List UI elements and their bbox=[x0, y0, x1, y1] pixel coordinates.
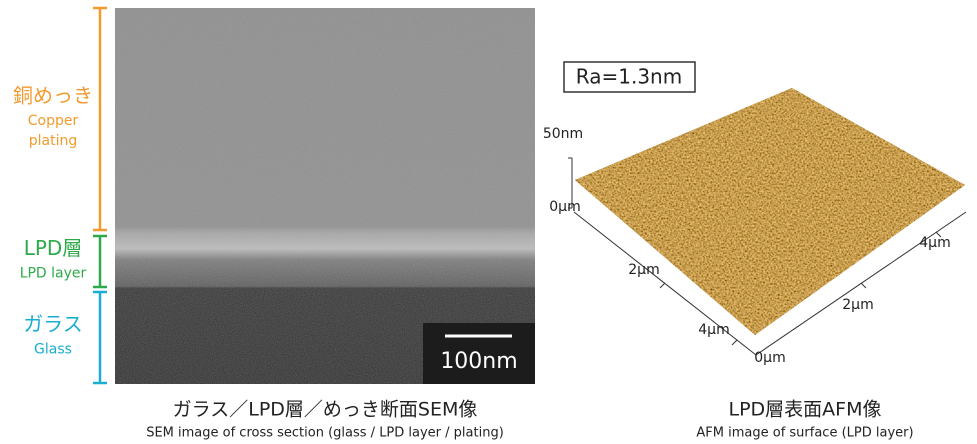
axis-label: 2μm bbox=[842, 297, 873, 313]
afm-texture bbox=[575, 88, 965, 335]
layer-brackets: 銅めっき Copper plating LPD層 LPD layer ガラス Glass bbox=[13, 8, 107, 383]
axis-label: 0μm bbox=[754, 350, 785, 366]
layer-label-en: LPD layer bbox=[20, 266, 87, 282]
figure: 100nm 銅めっき Copper plating LPD層 LPD layer ガラス G… bbox=[0, 0, 977, 444]
axis-label: 4μm bbox=[919, 235, 950, 251]
afm-caption-en: AFM image of surface (LPD layer) bbox=[696, 426, 913, 441]
layer-label: LPD層 bbox=[24, 236, 83, 260]
ra-label: Ra=1.3nm bbox=[576, 65, 682, 89]
layer-label-en: Copper bbox=[28, 113, 79, 129]
layer-label-en: plating bbox=[29, 133, 78, 149]
axis-label: 0μm bbox=[549, 199, 580, 215]
sem-caption-en: SEM image of cross section (glass / LPD … bbox=[146, 426, 504, 441]
scale-bar-label: 100nm bbox=[440, 349, 517, 374]
layer-label: ガラス bbox=[23, 312, 83, 336]
sem-caption: ガラス／LPD層／めっき断面SEM像 bbox=[173, 399, 478, 421]
axis-label: 2μm bbox=[628, 262, 659, 278]
afm-caption: LPD層表面AFM像 bbox=[729, 399, 882, 421]
axis-label: 4μm bbox=[698, 322, 729, 338]
layer-label-en: Glass bbox=[34, 342, 72, 358]
layer-label: 銅めっき bbox=[13, 84, 93, 108]
axis-label: 50nm bbox=[543, 126, 583, 142]
